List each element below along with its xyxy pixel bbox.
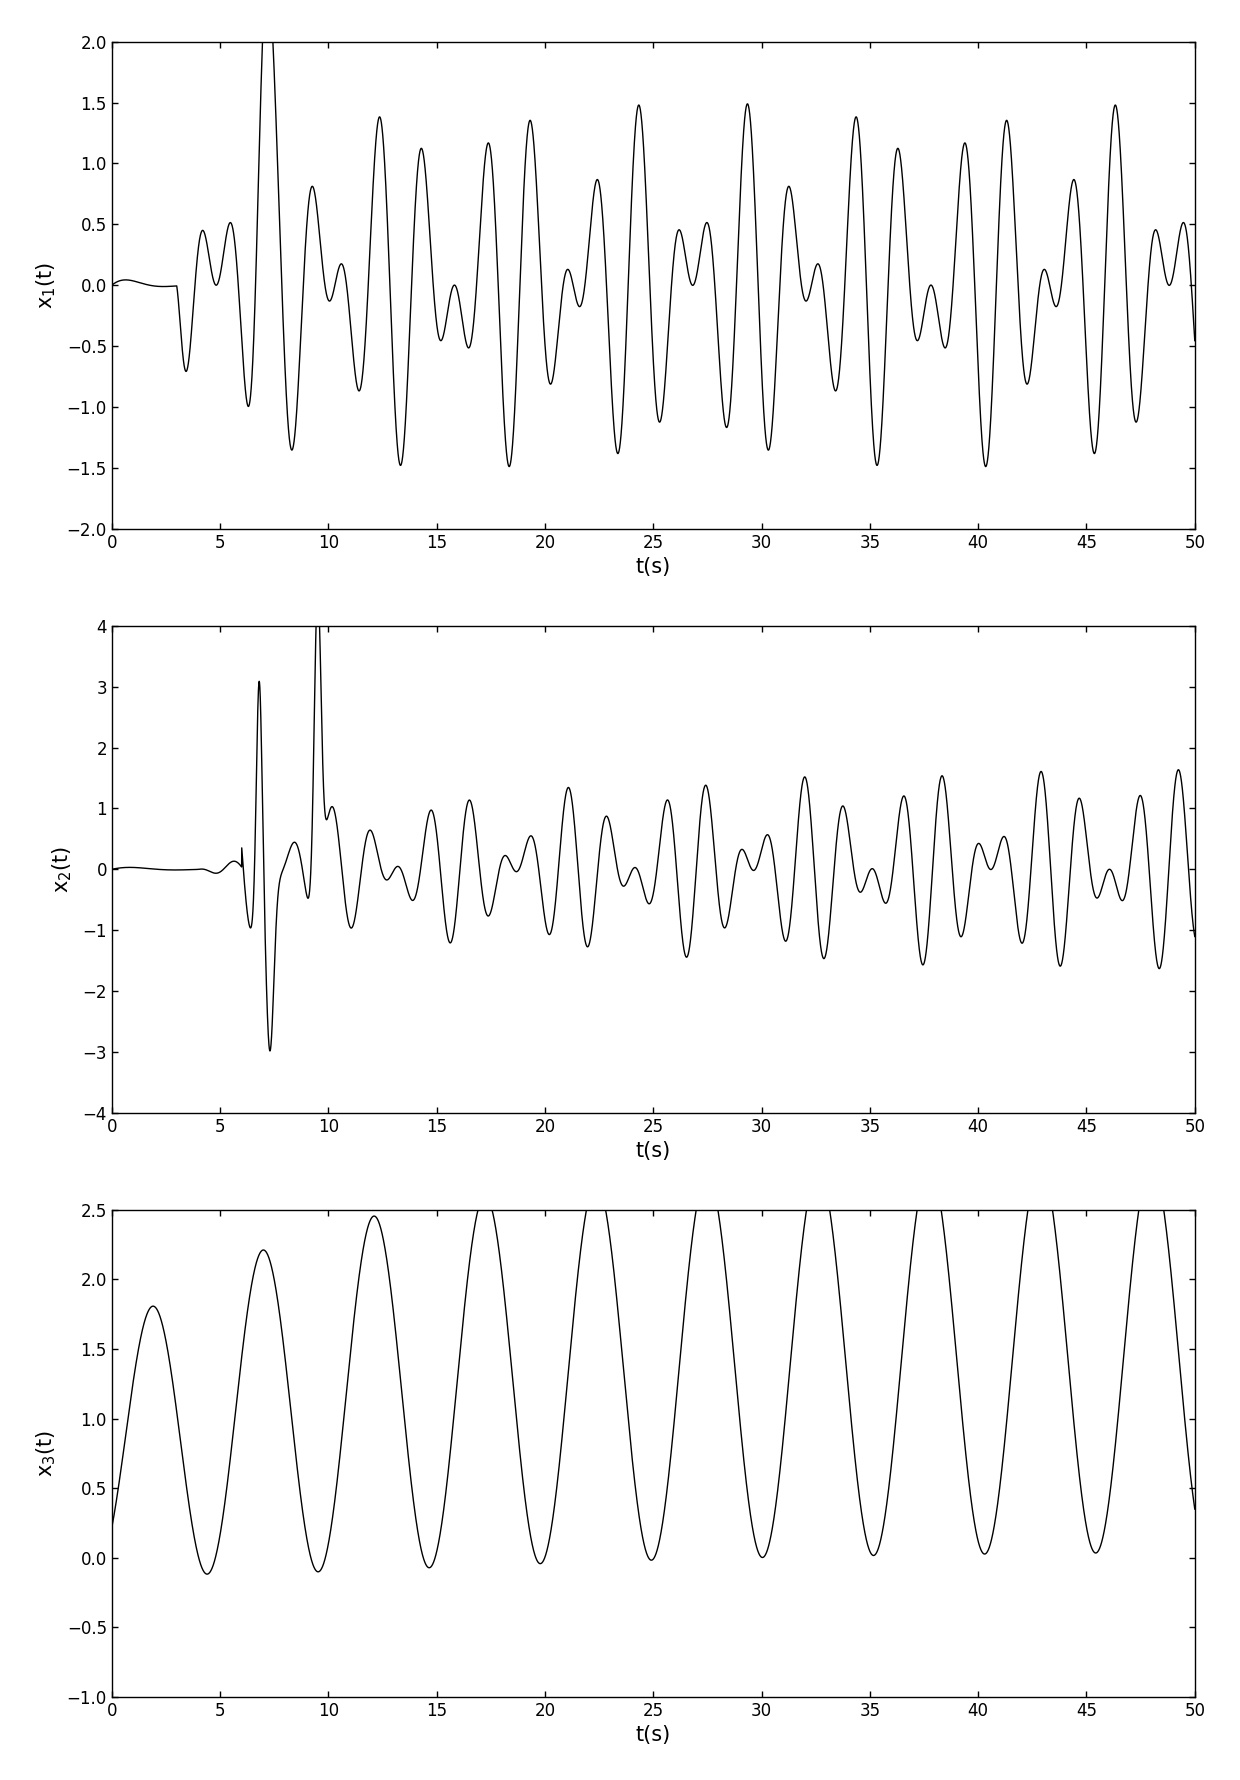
X-axis label: t(s): t(s)	[636, 557, 671, 577]
Y-axis label: x$_1$(t): x$_1$(t)	[35, 262, 58, 308]
Y-axis label: x$_3$(t): x$_3$(t)	[35, 1429, 58, 1477]
X-axis label: t(s): t(s)	[636, 1725, 671, 1744]
Y-axis label: x$_2$(t): x$_2$(t)	[51, 846, 74, 894]
X-axis label: t(s): t(s)	[636, 1141, 671, 1161]
